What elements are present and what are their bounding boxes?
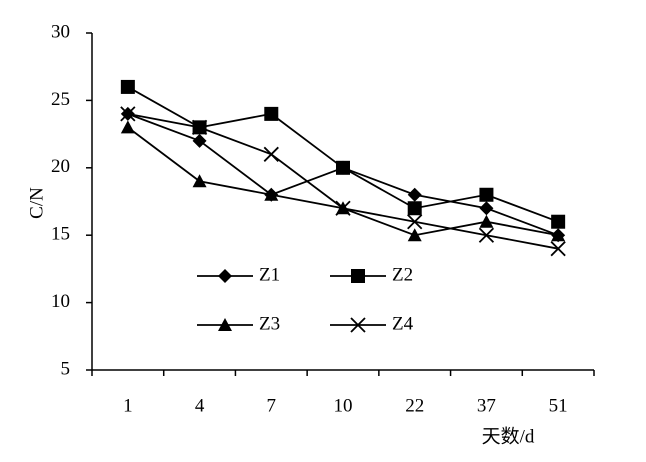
legend-label: Z1 (259, 264, 280, 285)
marker (551, 228, 566, 242)
marker (120, 106, 136, 122)
x-tick-label: 10 (334, 395, 353, 416)
legend-label: Z4 (392, 313, 414, 334)
series-line (127, 126, 559, 237)
y-tick-label: 15 (51, 224, 70, 245)
marker (192, 174, 207, 188)
marker (120, 120, 135, 134)
marker (479, 201, 494, 216)
x-axis-label: 天数/d (482, 425, 535, 447)
x-tick-label: 51 (549, 395, 568, 416)
marker (335, 200, 351, 216)
y-tick-label: 25 (51, 89, 70, 110)
marker (192, 133, 207, 148)
x-tick-label: 1 (123, 395, 133, 416)
marker (407, 187, 422, 202)
marker (350, 317, 366, 333)
marker (120, 79, 135, 94)
marker (550, 241, 566, 257)
marker (351, 269, 365, 283)
marker (263, 146, 279, 162)
y-tick-label: 30 (51, 21, 70, 42)
marker (264, 187, 279, 201)
marker (479, 187, 494, 202)
marker (218, 269, 232, 283)
x-tick-label: 4 (195, 395, 205, 416)
marker (336, 160, 350, 175)
legend-label: Z2 (392, 264, 413, 285)
marker (191, 119, 208, 135)
legend-label: Z3 (259, 313, 280, 334)
marker (218, 318, 232, 331)
marker (407, 201, 422, 216)
y-tick-label: 10 (51, 291, 70, 312)
y-tick-label: 5 (61, 358, 71, 379)
marker (478, 227, 495, 243)
x-tick-label: 22 (405, 395, 424, 416)
marker (479, 214, 494, 228)
marker (551, 214, 566, 229)
marker (407, 228, 422, 242)
marker (407, 214, 423, 230)
marker (264, 106, 279, 121)
y-axis-label: C/N (26, 187, 47, 219)
x-tick-label: 37 (477, 395, 496, 416)
y-tick-label: 20 (51, 156, 70, 177)
x-tick-label: 7 (267, 395, 277, 416)
